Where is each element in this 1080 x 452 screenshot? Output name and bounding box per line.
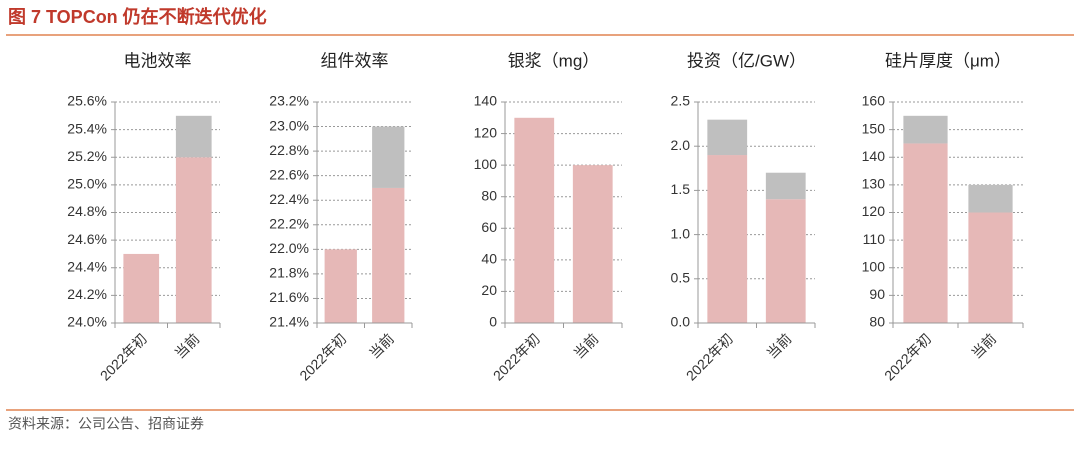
y-tick-label: 130	[862, 176, 886, 192]
y-tick-label: 1.5	[671, 181, 691, 197]
bar-segment	[123, 253, 160, 323]
y-tick-label: 21.8%	[269, 265, 309, 281]
bar-segment	[707, 119, 748, 156]
y-tick-label: 1.0	[671, 225, 691, 241]
y-tick-label: 22.6%	[269, 166, 309, 182]
y-tick-label: 2.5	[671, 93, 691, 109]
bar-segment	[372, 126, 405, 188]
bar-segment	[324, 249, 357, 323]
y-tick-label: 21.4%	[269, 314, 309, 330]
y-tick-label: 60	[481, 219, 497, 235]
x-tick-label: 2022年初	[97, 330, 150, 383]
source: 资料来源：公司公告、招商证券	[8, 416, 204, 432]
x-tick-label: 当前	[763, 330, 794, 361]
x-tick-label: 当前	[366, 330, 397, 361]
bar-segment	[572, 165, 613, 323]
y-tick-label: 22.4%	[269, 191, 309, 207]
y-tick-label: 150	[862, 120, 886, 136]
y-tick-label: 25.6%	[67, 93, 107, 109]
bar-segment	[903, 115, 948, 144]
y-tick-label: 120	[474, 124, 498, 140]
x-tick-label: 2022年初	[881, 330, 934, 383]
y-tick-label: 24.4%	[67, 258, 107, 274]
chart-title: 电池效率	[124, 51, 192, 70]
y-tick-label: 22.0%	[269, 240, 309, 256]
y-tick-label: 140	[862, 148, 886, 164]
y-tick-label: 40	[481, 251, 497, 267]
y-tick-label: 110	[863, 231, 886, 247]
bar-segment	[514, 117, 555, 324]
y-tick-label: 23.0%	[269, 117, 309, 133]
x-tick-label: 当前	[171, 330, 202, 361]
chart-title: 组件效率	[321, 51, 389, 70]
y-tick-label: 120	[862, 203, 886, 219]
figure-title: 图 7 TOPCon 仍在不断迭代优化	[8, 6, 267, 27]
x-tick-label: 当前	[570, 330, 601, 361]
y-tick-label: 140	[474, 93, 498, 109]
y-tick-label: 23.2%	[269, 93, 309, 109]
y-tick-label: 22.8%	[269, 142, 309, 158]
bar-segment	[372, 187, 405, 323]
chart-title: 硅片厚度（μm）	[885, 51, 1011, 70]
bar-segment	[765, 199, 806, 323]
y-tick-label: 25.2%	[67, 148, 107, 164]
chart-title: 银浆（mg）	[508, 51, 600, 70]
bar-segment	[968, 212, 1013, 323]
y-tick-label: 20	[481, 282, 497, 298]
y-tick-label: 24.0%	[67, 314, 107, 330]
bar-segment	[903, 143, 948, 323]
x-tick-label: 当前	[968, 330, 999, 361]
bar-segment	[968, 184, 1013, 213]
y-tick-label: 100	[862, 258, 886, 274]
y-tick-label: 160	[862, 93, 886, 109]
x-tick-label: 2022年初	[490, 330, 543, 383]
y-tick-label: 90	[869, 286, 885, 302]
bar-segment	[707, 155, 748, 323]
y-tick-label: 80	[481, 187, 497, 203]
y-tick-label: 2.0	[671, 137, 691, 153]
y-tick-label: 24.6%	[67, 231, 107, 247]
y-tick-label: 25.4%	[67, 120, 107, 136]
y-tick-label: 100	[474, 156, 498, 172]
bar-segment	[175, 115, 212, 158]
y-tick-label: 22.2%	[269, 215, 309, 231]
bar-segment	[175, 157, 212, 323]
y-tick-label: 0.5	[671, 270, 691, 286]
y-tick-label: 0.0	[671, 314, 691, 330]
y-tick-label: 24.2%	[67, 286, 107, 302]
y-tick-label: 25.0%	[67, 176, 107, 192]
chart-title: 投资（亿/GW）	[687, 51, 806, 70]
x-tick-label: 2022年初	[683, 330, 736, 383]
x-tick-label: 2022年初	[296, 330, 349, 383]
bar-segment	[765, 172, 806, 200]
y-tick-label: 0	[489, 314, 497, 330]
y-tick-label: 24.8%	[67, 203, 107, 219]
y-tick-label: 80	[869, 314, 885, 330]
y-tick-label: 21.6%	[269, 289, 309, 305]
